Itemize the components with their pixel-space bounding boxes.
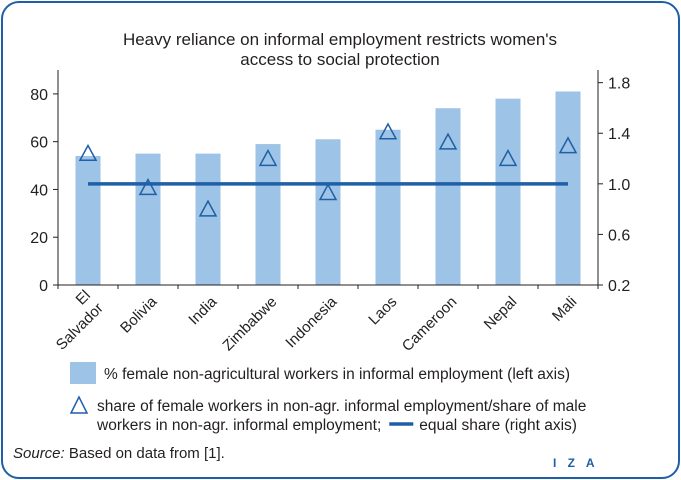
bar-el-salvador xyxy=(75,156,101,285)
bar-indonesia xyxy=(315,139,341,285)
ratio-marker-zimbabwe xyxy=(258,148,278,167)
bar-mali xyxy=(555,91,581,285)
source-text: Based on data from [1]. xyxy=(68,445,225,462)
chart-title-line: access to social protection xyxy=(240,50,439,69)
right-tick-label: 0.2 xyxy=(608,278,630,295)
left-tick-label: 80 xyxy=(30,87,48,104)
x-tick-label-line: Salvador xyxy=(53,300,107,354)
ratio-marker-india xyxy=(198,199,218,217)
bar-india xyxy=(195,153,221,285)
x-tick-label: Indonesia xyxy=(282,293,340,351)
bar-bolivia xyxy=(135,153,161,285)
legend-triangle-label-line: share of female workers in non-agr. info… xyxy=(97,398,586,415)
x-tick-label: Bolivia xyxy=(117,293,161,337)
legend-line-label: equal share (right axis) xyxy=(419,417,577,434)
ratio-marker-bolivia xyxy=(138,178,158,196)
source-label: Source: xyxy=(13,445,65,462)
ratio-marker-mali xyxy=(558,136,578,154)
x-tick-label-line: Indonesia xyxy=(282,293,340,351)
right-tick-label: 1.8 xyxy=(608,76,630,93)
legend-bar-swatch xyxy=(70,362,96,384)
x-tick-label-line: Cameroon xyxy=(399,293,461,355)
ratio-marker-laos xyxy=(378,122,398,140)
bar-laos xyxy=(375,129,401,285)
ratio-marker-cameroon xyxy=(438,132,458,150)
x-tick-label: Nepal xyxy=(481,293,521,333)
x-tick-label-line: Mali xyxy=(549,293,580,324)
x-tick-label: Cameroon xyxy=(399,293,461,355)
left-tick-label: 40 xyxy=(30,182,48,199)
left-tick-label: 60 xyxy=(30,135,48,152)
x-tick-label-line: Laos xyxy=(365,293,400,328)
x-tick-label: Zimbabwe xyxy=(219,293,280,354)
ratio-marker-nepal xyxy=(498,148,518,167)
x-tick-label-line: Nepal xyxy=(481,293,521,333)
ratio-marker-indonesia xyxy=(318,183,338,201)
bar-nepal xyxy=(495,98,521,286)
iza-logo: I Z A xyxy=(553,456,599,470)
x-tick-label-line: India xyxy=(185,293,220,328)
left-tick-label: 20 xyxy=(30,230,48,247)
bar-zimbabwe xyxy=(255,144,281,285)
x-tick-label-line: Zimbabwe xyxy=(219,293,280,354)
x-tick-label: India xyxy=(185,293,220,328)
right-tick-label: 1.4 xyxy=(608,126,630,143)
source-note: Source: Based on data from [1]. xyxy=(13,445,225,462)
legend-triangle-icon xyxy=(69,395,89,414)
x-tick-label: Laos xyxy=(365,293,400,328)
chart-title-line: Heavy reliance on informal employment re… xyxy=(123,30,557,49)
x-tick-label-line: Bolivia xyxy=(117,293,161,337)
legend-triangle-label-line: workers in non-agr. informal employment; xyxy=(96,417,381,434)
ratio-marker-el-salvador xyxy=(78,143,98,162)
right-tick-label: 0.6 xyxy=(608,227,630,244)
left-tick-label: 0 xyxy=(39,278,48,295)
legend-bar-label: % female non-agricultural workers in inf… xyxy=(104,366,570,383)
x-tick-label: Mali xyxy=(549,293,580,324)
right-tick-label: 1.0 xyxy=(608,177,630,194)
bar-cameroon xyxy=(435,108,461,285)
